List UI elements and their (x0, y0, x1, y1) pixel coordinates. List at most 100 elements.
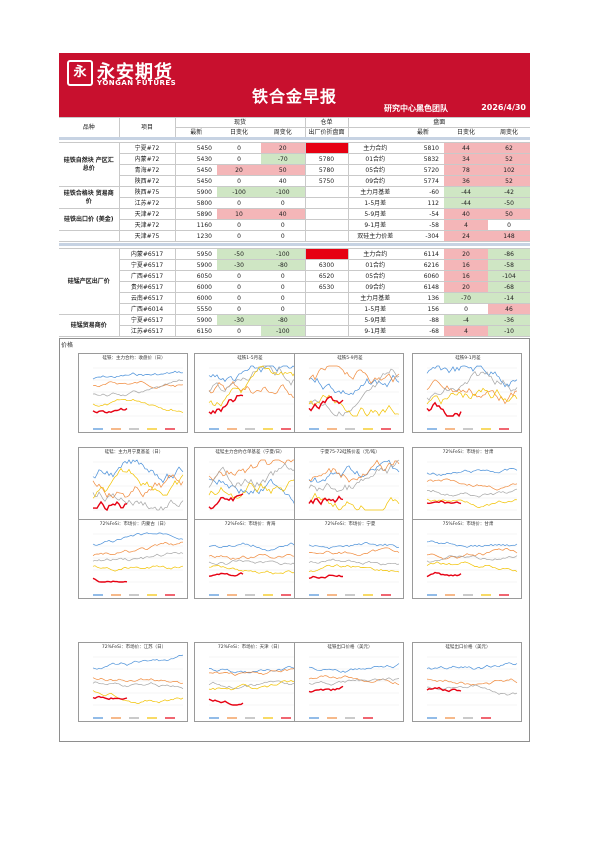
futures-weekly-change: -36 (488, 314, 530, 326)
futures-weekly-change: -14 (488, 292, 530, 304)
series-line (308, 564, 400, 573)
table-row: 宁夏#6517 5900 -30 -80 6300 01合约 6216 16 -58 (59, 259, 530, 271)
series-line (92, 552, 184, 562)
spot-weekly-change: -100 (261, 186, 305, 198)
report-date: 2026/4/30 (481, 103, 526, 112)
series-line (308, 663, 400, 673)
spot-daily-change: 0 (217, 219, 261, 231)
series-line (308, 574, 343, 579)
futures-daily-change: 24 (444, 230, 488, 242)
silicomanganese-table: 硅锰产区出厂价 内蒙#6517 5950 -50 -100 6250 主力合约 6114 20-… (59, 248, 530, 337)
futures-latest: 6148 (402, 281, 444, 293)
header-spot: 现货 (174, 117, 305, 128)
spot-daily-change: 10 (217, 208, 261, 220)
row-item: 宁夏#72 (118, 142, 175, 154)
series-line (426, 478, 518, 491)
header-item: 项目 (118, 117, 175, 138)
series-line (92, 677, 184, 684)
series-line (426, 488, 518, 498)
spot-daily-change: 0 (217, 142, 261, 154)
price-chart: 75%FeSi：市场价：甘肃 (412, 519, 522, 599)
row-item: 天津#72 (118, 219, 175, 231)
subheader-futures-daily: 日变化 (444, 127, 488, 138)
spot-daily-change: 0 (217, 175, 261, 187)
spot-weekly-change: 0 (261, 303, 305, 315)
futures-daily-change: 16 (444, 259, 488, 271)
series-line (427, 684, 518, 696)
futures-daily-change: 36 (444, 175, 488, 187)
series-line (426, 371, 518, 401)
series-line (92, 532, 184, 546)
table-row: 硅铁出口价 (美金) 天津#72 5890 10 40 5-9月差 -54 40 50 (59, 208, 530, 231)
spot-latest: 5900 (174, 314, 217, 326)
futures-daily-change: 34 (444, 153, 488, 165)
futures-daily-change: -44 (444, 197, 488, 209)
futures-contract: 5-9月差 (347, 208, 402, 220)
series-line (208, 680, 300, 691)
futures-latest: -60 (402, 186, 444, 198)
futures-weekly-change: -50 (488, 197, 530, 209)
series-line (426, 500, 462, 505)
row-item: 天津#72 (118, 208, 175, 220)
series-line (208, 365, 300, 383)
table-row: 江苏#6517 6150 0 -100 9-1月差 -68 4 -10 (59, 325, 530, 337)
futures-weekly-change: 62 (488, 142, 530, 154)
futures-weekly-change: -58 (488, 259, 530, 271)
series-line (426, 686, 462, 693)
futures-weekly-change: -86 (488, 248, 530, 260)
ferrosilicon-table: 硅铁自然块 产区汇总价 宁夏#72 5450 0 20 5780 主力合约 5810 44 62 内… (59, 142, 530, 242)
spot-latest: 5800 (174, 197, 217, 209)
series-line (308, 677, 400, 686)
series-line (92, 459, 184, 484)
chart-plot (426, 656, 518, 719)
chart-plot (92, 654, 184, 719)
spot-weekly-change: -100 (261, 248, 305, 260)
series-line (208, 478, 300, 506)
warrant-price (304, 186, 348, 198)
series-line (208, 394, 244, 415)
spot-daily-change: 0 (217, 292, 261, 304)
futures-contract: 01合约 (347, 259, 402, 271)
subheader-daily-change: 日变化 (217, 127, 261, 138)
price-chart: 72%FeSi：市场价：青海 (194, 519, 304, 599)
futures-latest: 6216 (402, 259, 444, 271)
spot-latest: 5950 (174, 248, 217, 260)
spot-latest: 6000 (174, 292, 217, 304)
chart-title: 72%FeSi：市场价：内蒙古（日） (99, 522, 169, 527)
logo-mark-icon: 永 (67, 60, 93, 86)
futures-latest: -88 (402, 314, 444, 326)
header-warrant: 仓单 (304, 117, 348, 128)
futures-latest: 136 (402, 292, 444, 304)
subheader-contract (347, 127, 402, 138)
table-row: 天津#72 1160 0 0 9-1月差 -58 4 0 (59, 219, 530, 231)
subheader-latest: 最新 (174, 127, 217, 138)
series-line (426, 555, 518, 563)
series-line (426, 401, 462, 418)
series-line (308, 374, 400, 395)
series-line (308, 459, 400, 483)
row-item: 广西#6014 (118, 303, 175, 315)
spot-latest: 5450 (174, 142, 217, 154)
chart-title: 72%FeSi：市场价：天津（日） (217, 645, 283, 650)
series-line (308, 558, 400, 566)
series-line (93, 500, 128, 512)
futures-latest: -54 (402, 208, 444, 220)
series-line (208, 493, 244, 510)
logo-cn: 永安期货 (97, 62, 173, 83)
futures-daily-change: 0 (444, 303, 488, 315)
series-line (209, 666, 300, 676)
futures-daily-change: -4 (444, 314, 488, 326)
series-line (426, 662, 518, 670)
spot-daily-change: 20 (217, 164, 261, 176)
chart-title: 72%FeSi：市场价：江苏（日） (101, 645, 167, 650)
spot-daily-change: 0 (217, 197, 261, 209)
futures-latest: 6114 (402, 248, 444, 260)
spot-latest: 5900 (174, 259, 217, 271)
spot-latest: 5900 (174, 186, 217, 198)
series-line (426, 387, 518, 405)
series-line (92, 379, 184, 397)
futures-weekly-change: -42 (488, 186, 530, 198)
spot-weekly-change: 0 (261, 197, 305, 209)
series-line (208, 554, 300, 560)
row-item: 宁夏#6517 (118, 259, 175, 271)
